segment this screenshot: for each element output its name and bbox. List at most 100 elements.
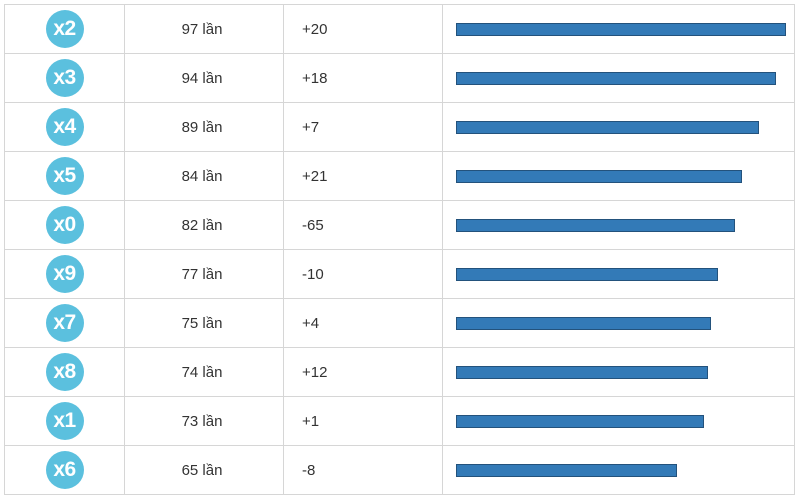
change-cell: +21 [283,151,443,201]
number-badge: x4 [45,108,84,146]
change-value: -8 [302,461,316,479]
bar-cell [442,445,795,495]
count-cell: 84 lần [124,151,284,201]
badge-cell: x6 [4,445,125,495]
frequency-bar-track [456,120,786,134]
count-cell: 94 lần [124,53,284,103]
number-badge: x5 [45,157,84,195]
table-row: x7 75 lần +4 [4,298,795,348]
occurrence-count: 75 lần [181,314,223,332]
frequency-bar [456,463,678,477]
table-row: x6 65 lần -8 [4,445,795,495]
bar-cell [442,347,795,397]
frequency-bar [456,414,705,428]
change-cell: +18 [283,53,443,103]
occurrence-count: 94 lần [181,69,223,87]
count-cell: 82 lần [124,200,284,250]
badge-cell: x7 [4,298,125,348]
number-badge: x3 [45,59,84,97]
table-row: x4 89 lần +7 [4,102,795,152]
badge-cell: x9 [4,249,125,299]
bar-cell [442,53,795,103]
change-cell: +20 [283,4,443,54]
change-value: -10 [302,265,324,283]
number-badge: x8 [45,353,84,391]
badge-cell: x0 [4,200,125,250]
badge-cell: x8 [4,347,125,397]
bar-cell [442,151,795,201]
frequency-bar [456,316,712,330]
table-row: x2 97 lần +20 [4,4,795,54]
count-cell: 75 lần [124,298,284,348]
frequency-bar-track [456,22,786,36]
frequency-table-body: x2 97 lần +20 x3 94 lần +18 [4,4,795,495]
frequency-bar-track [456,365,786,379]
occurrence-count: 65 lần [181,461,223,479]
table-row: x0 82 lần -65 [4,200,795,250]
change-value: +18 [302,69,328,87]
table-row: x9 77 lần -10 [4,249,795,299]
occurrence-count: 97 lần [181,20,223,38]
frequency-bar-track [456,463,786,477]
number-badge: x0 [45,206,84,244]
frequency-bar [456,218,735,232]
frequency-bar [456,120,759,134]
change-cell: -65 [283,200,443,250]
bar-cell [442,298,795,348]
table-row: x3 94 lần +18 [4,53,795,103]
change-cell: -10 [283,249,443,299]
frequency-bar-track [456,218,786,232]
table-row: x8 74 lần +12 [4,347,795,397]
frequency-bar [456,267,718,281]
change-cell: +4 [283,298,443,348]
occurrence-count: 74 lần [181,363,223,381]
count-cell: 73 lần [124,396,284,446]
frequency-bar-track [456,414,786,428]
occurrence-count: 73 lần [181,412,223,430]
frequency-bar [456,365,708,379]
change-value: +20 [302,20,328,38]
number-badge: x7 [45,304,84,342]
change-value: +1 [302,412,320,430]
occurrence-count: 77 lần [181,265,223,283]
number-badge: x6 [45,451,84,489]
frequency-bar [456,22,786,36]
table-row: x5 84 lần +21 [4,151,795,201]
change-value: -65 [302,216,324,234]
bar-cell [442,200,795,250]
frequency-bar-track [456,71,786,85]
change-value: +12 [302,363,328,381]
bar-cell [442,4,795,54]
count-cell: 89 lần [124,102,284,152]
occurrence-count: 89 lần [181,118,223,136]
badge-cell: x1 [4,396,125,446]
change-value: +21 [302,167,328,185]
change-cell: +1 [283,396,443,446]
badge-cell: x5 [4,151,125,201]
change-cell: +12 [283,347,443,397]
number-badge: x2 [45,10,84,48]
count-cell: 77 lần [124,249,284,299]
frequency-bar-track [456,169,786,183]
change-cell: -8 [283,445,443,495]
bar-cell [442,102,795,152]
count-cell: 97 lần [124,4,284,54]
count-cell: 74 lần [124,347,284,397]
occurrence-count: 84 lần [181,167,223,185]
frequency-bar-track [456,316,786,330]
badge-cell: x4 [4,102,125,152]
table-row: x1 73 lần +1 [4,396,795,446]
bar-cell [442,396,795,446]
badge-cell: x3 [4,53,125,103]
badge-cell: x2 [4,4,125,54]
frequency-bar [456,169,742,183]
bar-cell [442,249,795,299]
frequency-bar-track [456,267,786,281]
number-badge: x9 [45,255,84,293]
change-value: +7 [302,118,320,136]
frequency-table: x2 97 lần +20 x3 94 lần +18 [4,4,795,495]
change-cell: +7 [283,102,443,152]
frequency-bar [456,71,776,85]
count-cell: 65 lần [124,445,284,495]
number-badge: x1 [45,402,84,440]
